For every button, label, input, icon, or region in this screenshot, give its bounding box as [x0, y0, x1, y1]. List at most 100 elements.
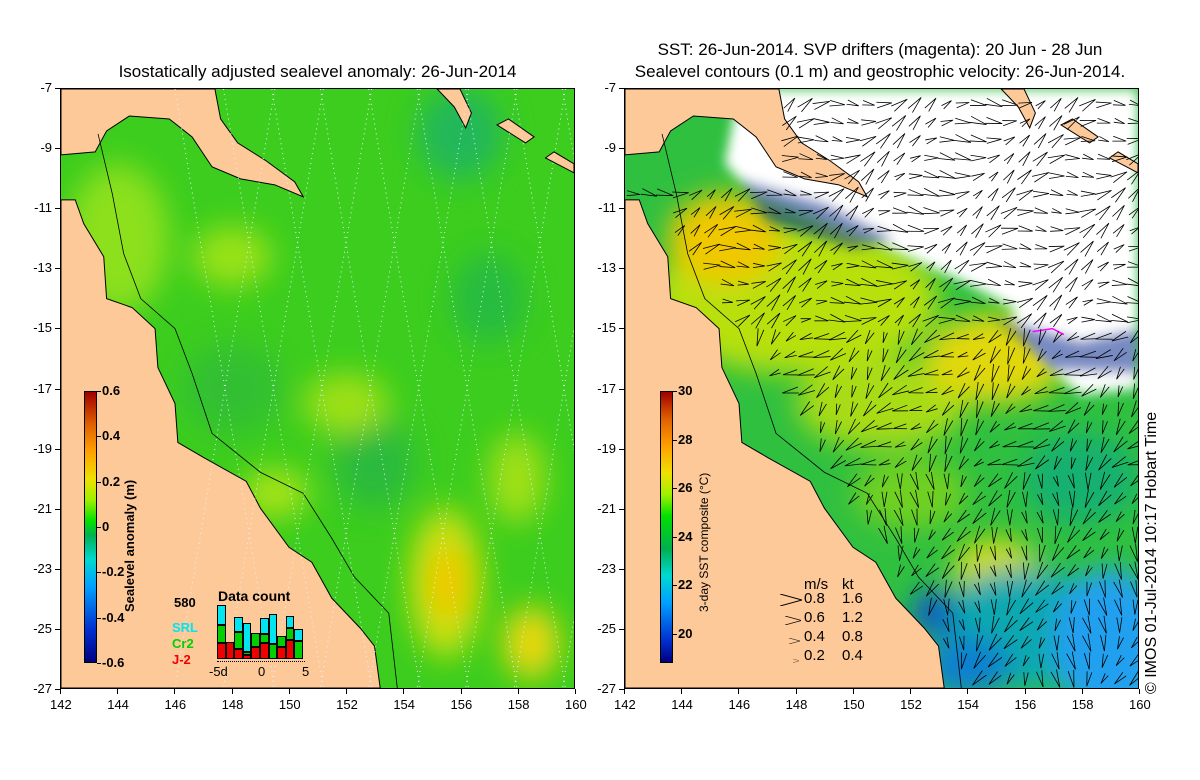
velocity-arrow [845, 155, 861, 164]
velocity-arrow [1049, 246, 1065, 252]
velocity-arrow [954, 299, 971, 305]
velocity-arrow [1129, 562, 1138, 580]
velocity-arrow [988, 188, 998, 201]
velocity-arrow [1128, 188, 1138, 202]
velocity-arrow [925, 244, 937, 253]
velocity-arrow [1118, 402, 1124, 417]
velocity-arrow [878, 383, 892, 398]
velocity-arrow [1113, 224, 1124, 236]
velocity-arrow [820, 421, 824, 433]
lat-tick-label: -23 [597, 560, 616, 576]
velocity-arrow [974, 475, 984, 487]
velocity-arrow [1038, 474, 1043, 489]
velocity-arrow [800, 191, 812, 195]
velocity-arrow [1053, 331, 1062, 342]
velocity-arrow [767, 295, 780, 311]
velocity-arrow [830, 223, 842, 238]
velocity-arrow [1127, 138, 1138, 144]
velocity-arrow [751, 313, 764, 329]
lat-tick-label: -15 [33, 320, 52, 336]
velocity-arrow [883, 348, 889, 362]
velocity-arrow [1096, 350, 1113, 359]
velocity-arrow [877, 226, 892, 231]
velocity-arrow [1096, 223, 1109, 238]
velocity-arrow [753, 263, 765, 267]
velocity-arrow-icon [779, 593, 804, 607]
velocity-arrow [1019, 244, 1031, 250]
velocity-arrow [895, 442, 906, 448]
velocity-arrow [989, 441, 1000, 448]
velocity-arrow [1050, 98, 1061, 111]
colorbar-tick [673, 633, 677, 635]
velocity-arrow [1111, 188, 1125, 203]
lat-tick [55, 568, 60, 570]
velocity-arrow [1050, 190, 1063, 196]
velocity-arrow [1130, 654, 1138, 666]
velocity-arrow [862, 188, 874, 202]
velocity-arrow [1008, 365, 1015, 382]
velocity-arrow [883, 332, 887, 343]
velocity-arrow [989, 172, 998, 181]
colorbar-tick [97, 617, 101, 619]
data-count-bar-srl [285, 615, 295, 628]
lat-tick-label: -7 [604, 80, 616, 95]
velocity-arrow [974, 583, 980, 595]
velocity-arrow [987, 206, 1000, 220]
velocity-arrow [860, 261, 876, 268]
velocity-arrow [1040, 544, 1046, 562]
lat-tick [55, 628, 60, 630]
velocity-arrow [1087, 439, 1092, 452]
velocity-arrow [1127, 262, 1138, 268]
velocity-arrow [1133, 619, 1138, 631]
lat-tick [619, 628, 624, 630]
velocity-arrow [878, 315, 890, 325]
velocity-arrow [991, 599, 996, 615]
velocity-arrow [736, 300, 750, 306]
velocity-arrow [1114, 473, 1127, 487]
velocity-arrow [734, 209, 751, 217]
velocity-arrow [1097, 242, 1108, 255]
velocity-arrow [992, 382, 999, 400]
velocity-arrow [972, 316, 984, 322]
lon-tick-label: 160 [1129, 697, 1151, 712]
velocity-legend-kt: 1.6 [842, 590, 863, 607]
velocity-arrow [1098, 366, 1112, 378]
velocity-arrow [1003, 170, 1014, 183]
velocity-arrow [1084, 547, 1094, 558]
lat-tick [55, 328, 60, 330]
velocity-arrow [831, 118, 844, 124]
lon-tick-label: 158 [507, 697, 530, 712]
velocity-arrow [1080, 368, 1097, 376]
velocity-arrow [912, 565, 922, 576]
velocity-arrow [783, 277, 796, 293]
velocity-arrow [1133, 383, 1138, 398]
velocity-arrow [907, 246, 923, 252]
lat-tick [55, 508, 60, 510]
data-count-bar-srl [260, 618, 269, 634]
velocity-arrow [820, 438, 826, 451]
velocity-arrow [1048, 261, 1064, 273]
velocity-arrow [1035, 581, 1049, 596]
sealevel-colorbar-label: Sealevel anomaly (m) [122, 479, 137, 612]
velocity-arrow [1082, 616, 1091, 634]
velocity-arrow [782, 116, 796, 130]
velocity-arrow [831, 263, 842, 270]
velocity-arrow [992, 616, 1000, 633]
velocity-arrow [894, 365, 909, 379]
velocity-arrow [1129, 207, 1138, 218]
velocity-arrow [782, 156, 799, 162]
velocity-arrow [959, 600, 965, 613]
colorbar-tick-label: -0.2 [102, 564, 125, 580]
velocity-arrow [908, 262, 922, 271]
velocity-legend-ms-header: m/s [804, 576, 829, 593]
velocity-arrow [737, 262, 750, 268]
velocity-arrow [1053, 476, 1058, 487]
legend-srl: SRL [172, 620, 198, 635]
velocity-arrow [942, 402, 954, 416]
velocity-arrow [988, 653, 1002, 667]
velocity-arrow [767, 263, 782, 271]
velocity-arrow [909, 174, 923, 179]
velocity-arrow [1023, 655, 1029, 666]
velocity-arrow [861, 420, 877, 432]
velocity-arrow [860, 298, 877, 304]
